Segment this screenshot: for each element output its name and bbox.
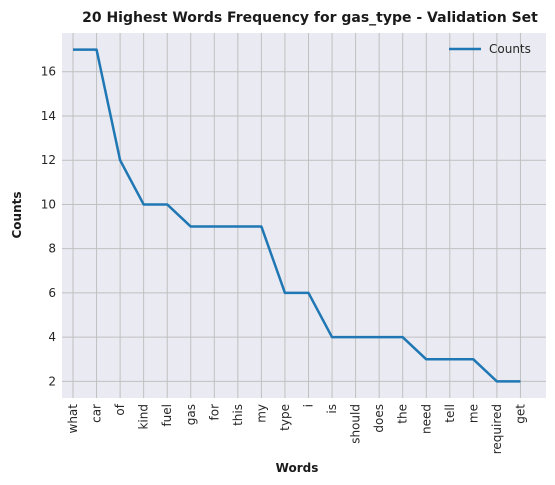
x-tick-label: should [349,404,363,444]
y-axis-label: Counts [10,191,24,238]
x-tick-label: me [466,404,480,423]
x-tick-label: does [372,404,386,433]
x-tick-label: car [90,404,104,423]
y-tick-label: 6 [48,286,56,300]
x-tick-label: required [490,404,504,454]
x-tick-label: gas [184,404,198,425]
x-tick-label: is [325,404,339,414]
x-tick-label: for [207,404,221,421]
x-tick-label: this [231,404,245,426]
y-tick-label: 14 [41,109,56,123]
y-tick-labels: 2 4 6 8 10 12 14 16 [41,65,56,389]
x-tick-label: tell [443,404,457,423]
x-axis-label: Words [276,461,319,475]
x-tick-label: type [278,404,292,431]
x-tick-label: need [419,404,433,434]
y-tick-label: 2 [48,374,56,388]
x-tick-label: of [113,403,127,415]
legend-label: Counts [489,42,531,56]
y-tick-label: 10 [41,197,56,211]
series-layer [72,48,521,383]
x-tick-label: my [254,404,268,423]
y-tick-label: 4 [48,330,56,344]
y-tick-label: 12 [41,153,56,167]
legend: Counts [449,42,531,56]
x-tick-label: what [66,404,80,434]
chart-title: 20 Highest Words Frequency for gas_type … [82,10,538,26]
x-tick-label: get [513,404,527,424]
x-tick-label: fuel [160,404,174,427]
x-tick-label: kind [137,404,151,430]
x-tick-labels: what car of kind fuel gas for this my type i is shou… [66,403,527,454]
y-tick-label: 8 [48,242,56,256]
x-tick-label: i [302,404,316,407]
x-tick-label: the [396,404,410,424]
y-tick-label: 16 [41,65,56,79]
series-line [73,48,521,383]
